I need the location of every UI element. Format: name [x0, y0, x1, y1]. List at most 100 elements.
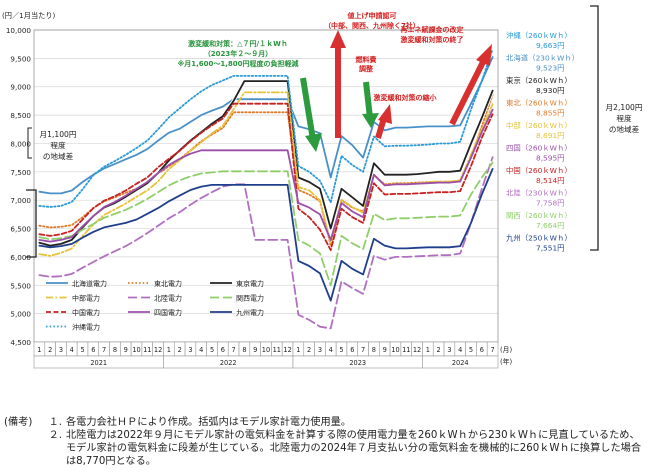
series-line — [38, 94, 494, 247]
x-tick-month: 7 — [102, 346, 106, 354]
legend-label: 関西電力 — [236, 294, 264, 303]
x-tick-month: 6 — [480, 346, 484, 354]
x-tick-year: 2021 — [90, 359, 107, 367]
end-label-name: 東北（260ｋWｈ） — [506, 99, 572, 108]
end-label-name: 関西（260ｋWｈ） — [506, 211, 572, 220]
end-label-value: 9,523円 — [536, 64, 565, 73]
end-label-name: 東京（260ｋWｈ） — [506, 76, 572, 85]
end-label-value: 7,758円 — [536, 199, 565, 208]
legend-label: 中部電力 — [72, 294, 100, 303]
x-tick-month: 8 — [113, 346, 117, 354]
y-tick-label: 6,000 — [10, 253, 31, 262]
y-tick-label: 5,500 — [10, 281, 31, 290]
legend-label: 沖縄電力 — [72, 323, 100, 332]
green-arrow-shaft — [363, 81, 373, 119]
series-line — [38, 108, 494, 243]
renew-levy-annotation: 激変緩和対策の終了 — [401, 35, 464, 44]
end-label-value: 7,551円 — [536, 244, 565, 253]
series-line — [38, 56, 494, 195]
end-label-value: 8,691円 — [536, 131, 565, 140]
x-tick-month: 1 — [296, 346, 300, 354]
line-chart: 4,500 5,000 5,500 6,000 6,500 7,000 7,500 8,000… — [2, 5, 642, 369]
x-tick-month: 1 — [37, 346, 41, 354]
series-line — [38, 161, 494, 287]
x-tick-month: 4 — [329, 346, 333, 354]
y-tick-label: 8,000 — [10, 139, 31, 148]
left-diff-text: 程度 — [50, 140, 66, 150]
x-tick-month: 2 — [178, 346, 182, 354]
series-line — [38, 102, 494, 251]
x-tick-month: 10 — [132, 346, 140, 354]
end-label-value: 8,855円 — [536, 109, 565, 118]
end-label-name: 北海道（230ｋWｈ） — [506, 54, 579, 63]
y-unit-label: (円／1月当たり) — [2, 11, 56, 20]
subsidy-reduce-annotation: 激変緩和対策の縮小 — [374, 93, 437, 102]
x-tick-month: 1 — [426, 346, 430, 354]
green-arrow-head — [362, 113, 379, 128]
x-tick-month: 8 — [242, 346, 246, 354]
end-label-name: 四国（260ｋWｈ） — [506, 144, 572, 153]
legend-label: 東北電力 — [154, 279, 182, 288]
x-tick-month: 9 — [253, 346, 257, 354]
x-tick-month: 10 — [391, 346, 399, 354]
note-row-2: ２. 北陸電力は2022年９月にモデル家計の電気料金を計算する際の使用電力量を2… — [4, 429, 648, 468]
plot-frame — [33, 29, 499, 343]
y-tick-label: 10,000 — [6, 26, 32, 35]
red-arrow-head — [476, 44, 492, 66]
end-label-name: 中部（260ｋWｈ） — [506, 121, 572, 130]
y-tick-label: 9,000 — [10, 83, 31, 92]
x-tick-year: 2024 — [452, 359, 469, 367]
y-tick-label: 6,500 — [10, 225, 31, 234]
x-unit-year: (年) — [500, 357, 512, 366]
green-arrow-shaft — [300, 77, 316, 141]
note-number: １. — [48, 417, 62, 428]
renew-levy-annotation: 再エネ賦課金の改定 — [401, 25, 464, 34]
right-diff-text: 程度 — [616, 113, 632, 123]
legend-label: 九州電力 — [236, 308, 264, 317]
x-tick-month: 5 — [339, 346, 343, 354]
x-tick-month: 12 — [413, 346, 421, 354]
subsidy-annotation: 激変緩和対策：△７円/１ｋWｈ — [188, 39, 288, 48]
series-line — [38, 80, 494, 247]
left-bracket — [27, 127, 32, 159]
x-tick-month: 4 — [458, 346, 462, 354]
x-tick-month: 9 — [383, 346, 387, 354]
left-diff-text: の地域差 — [43, 151, 74, 161]
fuel-adj-annotation: 調整 — [359, 64, 373, 73]
subsidy-annotation: （2023年２～９月） — [204, 49, 272, 58]
x-tick-month: 8 — [372, 346, 376, 354]
x-tick-month: 4 — [199, 346, 203, 354]
x-tick-month: 12 — [283, 346, 291, 354]
x-tick-month: 3 — [188, 346, 192, 354]
notes: (備考) １. 各電力会社ＨＰにより作成。括弧内はモデル家計電力使用量。 ２. … — [4, 416, 648, 468]
legend-label: 北海道電力 — [72, 279, 107, 288]
y-tick-label: 8,500 — [10, 111, 31, 120]
x-tick-month: 1 — [167, 346, 171, 354]
fuel-adj-annotation: 燃料費 — [355, 55, 377, 64]
left-bracket-inner — [26, 189, 37, 258]
year-cell — [422, 355, 499, 369]
end-label-value: 8,595円 — [536, 154, 565, 163]
x-tick-month: 5 — [469, 346, 473, 354]
end-label-name: 北陸（230ｋWｈ） — [506, 189, 572, 198]
x-tick-month: 4 — [70, 346, 74, 354]
price-hike-annotation: （中部、関西、九州除く7社） — [324, 21, 420, 30]
x-tick-month: 2 — [307, 346, 311, 354]
x-tick-month: 6 — [91, 346, 95, 354]
x-tick-month: 3 — [59, 346, 63, 354]
end-label-name: 中国（260ｋWｈ） — [506, 166, 572, 175]
x-tick-month: 12 — [154, 346, 162, 354]
x-tick-year: 2023 — [349, 359, 366, 367]
x-tick-month: 5 — [80, 346, 84, 354]
note-row-1: (備考) １. 各電力会社ＨＰにより作成。括弧内はモデル家計電力使用量。 — [4, 416, 648, 429]
legend-label: 東京電力 — [236, 279, 264, 288]
right-bracket — [590, 5, 599, 251]
red-arrow-shaft — [449, 58, 487, 126]
x-tick-month: 7 — [232, 346, 236, 354]
x-tick-month: 6 — [350, 346, 354, 354]
red-arrow-head — [378, 104, 392, 124]
x-tick-month: 10 — [262, 346, 270, 354]
x-tick-month: 3 — [318, 346, 322, 354]
end-label-value: 8,930円 — [536, 86, 565, 95]
